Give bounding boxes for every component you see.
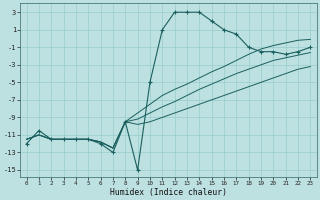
X-axis label: Humidex (Indice chaleur): Humidex (Indice chaleur) xyxy=(110,188,227,197)
